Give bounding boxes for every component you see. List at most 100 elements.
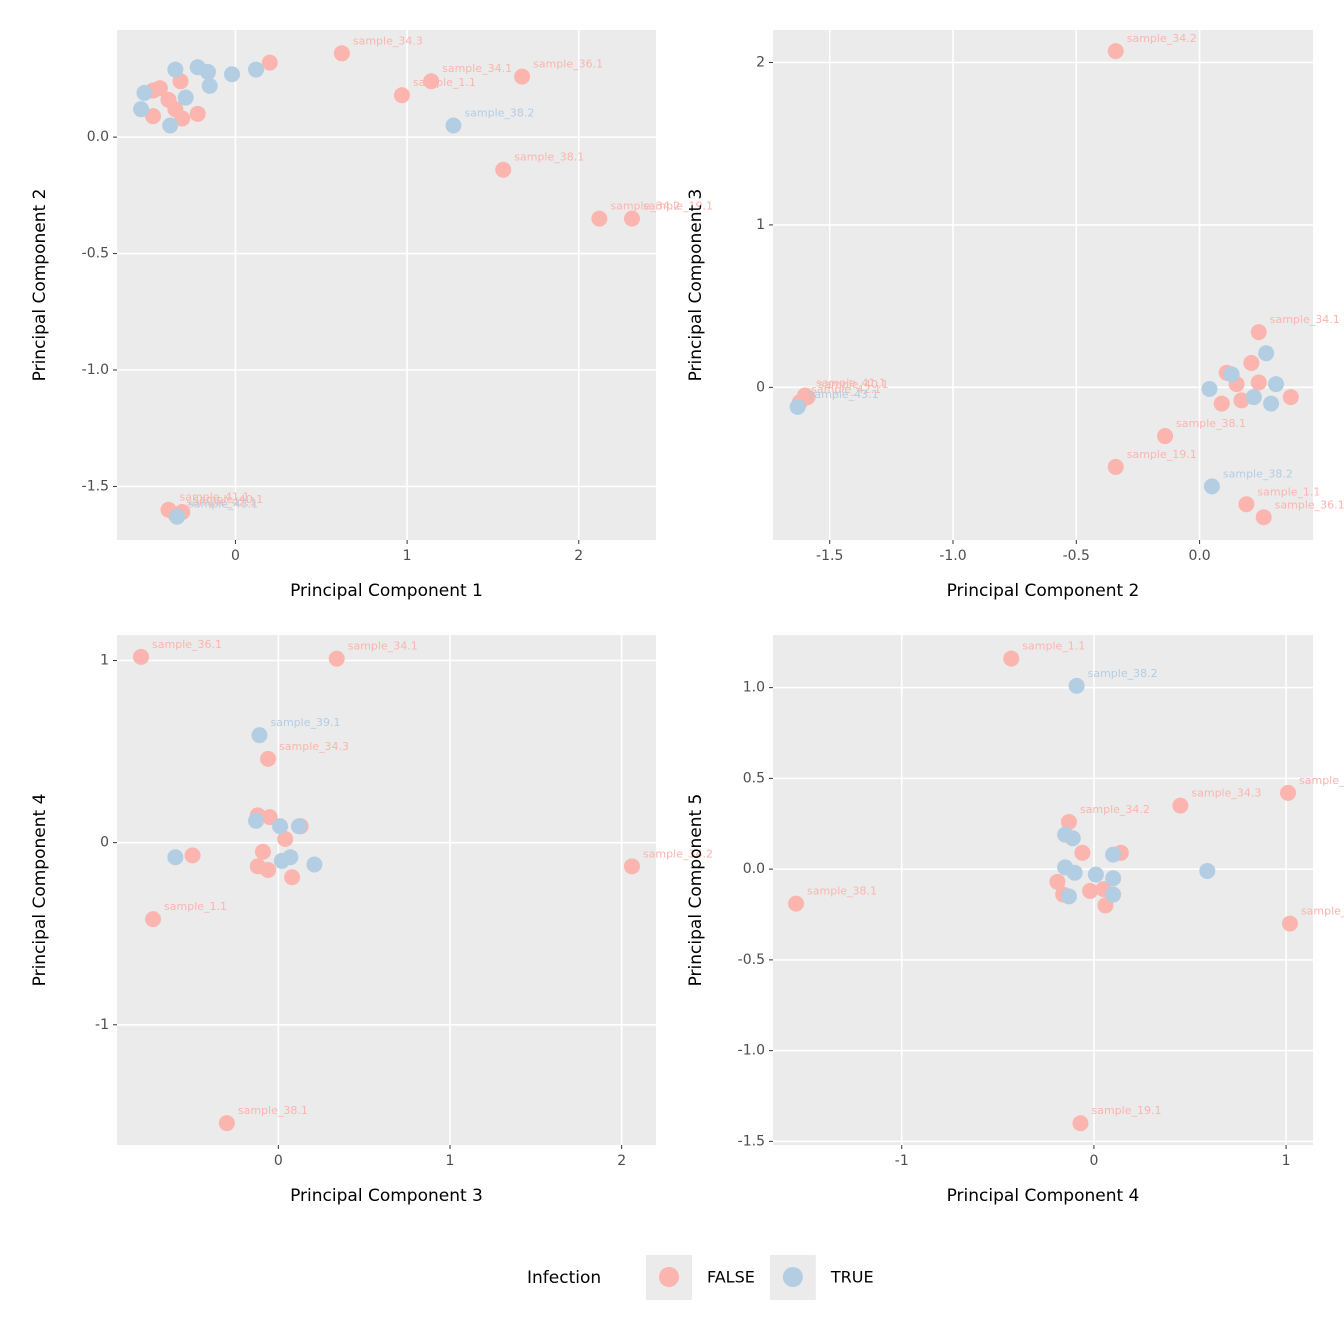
legend-symbol xyxy=(782,1267,803,1287)
point xyxy=(260,861,277,878)
point xyxy=(254,843,271,860)
point xyxy=(1238,496,1255,513)
point xyxy=(224,66,241,83)
point xyxy=(799,389,816,406)
point-label: sample_41.1 xyxy=(179,491,249,504)
point xyxy=(1201,380,1218,397)
panel-background xyxy=(773,30,1313,540)
legend-symbol xyxy=(659,1267,679,1287)
point xyxy=(272,818,289,835)
x-tick-label: 1 xyxy=(1282,1153,1291,1169)
point-label: sample_36.1 xyxy=(533,58,603,71)
y-tick-label: 2 xyxy=(756,54,765,70)
point xyxy=(1105,846,1122,863)
point-label: sample_19.1 xyxy=(1127,448,1197,461)
x-tick-label: 2 xyxy=(617,1153,626,1169)
y-tick-label: -1.0 xyxy=(82,362,109,378)
point-label: sample_34.3 xyxy=(353,34,423,47)
point-label: sample_43.1 xyxy=(188,498,258,511)
point-label: sample_38.1 xyxy=(238,1104,308,1117)
point xyxy=(261,54,278,71)
point xyxy=(151,80,168,97)
point xyxy=(1074,844,1091,861)
point xyxy=(261,809,278,826)
point-label: sample_40.1 xyxy=(819,378,889,391)
point xyxy=(169,508,186,525)
y-tick-label: -1 xyxy=(95,1017,109,1033)
point-label: sample_41.1 xyxy=(816,376,886,389)
point-label: sample_34.1 xyxy=(1270,313,1340,326)
panel-background xyxy=(117,635,656,1145)
y-axis-title: Principal Component 3 xyxy=(686,189,706,382)
point xyxy=(284,869,301,886)
point xyxy=(591,210,608,227)
point-label: sample_34.1 xyxy=(348,640,418,653)
x-tick-label: -1.5 xyxy=(816,548,843,564)
point xyxy=(393,87,410,104)
point-label: sample_1.1 xyxy=(1257,485,1320,498)
point xyxy=(1243,354,1260,371)
point xyxy=(1280,784,1297,801)
point xyxy=(251,727,268,744)
point-label: sample_1.1 xyxy=(1022,640,1085,653)
point xyxy=(1263,395,1280,412)
point xyxy=(167,849,184,866)
y-tick-label: 0.0 xyxy=(743,861,765,877)
x-tick-label: 0 xyxy=(274,1153,283,1169)
y-tick-label: -0.5 xyxy=(738,952,765,968)
y-axis-title: Principal Component 5 xyxy=(686,794,706,987)
y-tick-label: -1.5 xyxy=(82,478,109,494)
point xyxy=(167,61,184,78)
y-tick-label: -1.5 xyxy=(738,1133,765,1149)
point xyxy=(1068,677,1085,694)
point xyxy=(1268,376,1285,393)
point xyxy=(1049,873,1066,890)
point-label: sample_36.1 xyxy=(1275,498,1344,511)
y-tick-label: -1.0 xyxy=(738,1043,765,1059)
point xyxy=(199,63,216,80)
point xyxy=(1203,478,1220,495)
point xyxy=(1107,458,1124,475)
point xyxy=(1282,389,1299,406)
point-label: sample_38.1 xyxy=(807,885,877,898)
y-tick-label: 0 xyxy=(100,835,109,851)
point-label: sample_34.1 xyxy=(442,62,512,75)
x-tick-label: 1 xyxy=(403,548,412,564)
point xyxy=(260,750,277,767)
point-label: sample_36.1 xyxy=(1301,905,1344,918)
point-label: sample_36.1 xyxy=(152,638,222,651)
panel-background xyxy=(117,30,656,540)
point xyxy=(1057,859,1074,876)
point xyxy=(306,856,323,873)
point-label: sample_19.1 xyxy=(1091,1104,1161,1117)
x-tick-label: 2 xyxy=(574,548,583,564)
y-tick-label: 0.5 xyxy=(743,770,765,786)
x-tick-label: 0 xyxy=(1089,1153,1098,1169)
point xyxy=(1250,324,1267,341)
point xyxy=(282,849,299,866)
point-label: sample_34.2 xyxy=(1080,803,1150,816)
point xyxy=(133,101,150,118)
point xyxy=(184,847,201,864)
point-label: sample_38.1 xyxy=(514,151,584,164)
point xyxy=(1003,650,1020,667)
point xyxy=(1087,866,1104,883)
point xyxy=(789,398,806,415)
y-tick-label: -0.5 xyxy=(82,246,109,262)
point xyxy=(445,117,462,134)
y-tick-label: 1 xyxy=(756,217,765,233)
point xyxy=(328,650,345,667)
x-tick-label: -1 xyxy=(895,1153,909,1169)
point xyxy=(177,89,194,106)
point-label: sample_38.2 xyxy=(1223,467,1293,480)
y-axis-title: Principal Component 2 xyxy=(30,189,50,382)
panel-background xyxy=(773,635,1313,1145)
point xyxy=(201,77,218,94)
point-label: sample_39.1 xyxy=(270,716,340,729)
y-tick-label: 1 xyxy=(100,653,109,669)
x-axis-title: Principal Component 3 xyxy=(290,1186,483,1206)
point xyxy=(333,45,350,62)
point-label: sample_34.1 xyxy=(1299,774,1344,787)
